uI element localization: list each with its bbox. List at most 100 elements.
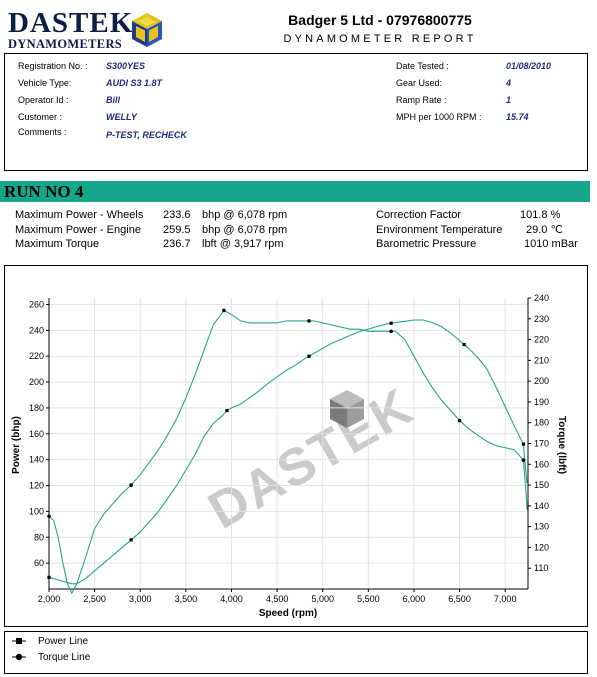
- torque-marker: [389, 329, 393, 334]
- summary-unit-power-wheels: bhp @ 6,078 rpm: [202, 209, 288, 221]
- dastek-watermark: DASTEK: [199, 377, 424, 540]
- info-value-operator: Bill: [106, 95, 121, 105]
- power-marker: [307, 354, 311, 358]
- y2-tick-label: 170: [534, 439, 549, 449]
- power-line: [48, 319, 528, 585]
- y-tick-label: 240: [29, 325, 44, 335]
- y2-tick-label: 150: [534, 480, 549, 490]
- legend-torque-label: Torque Line: [38, 652, 91, 663]
- logo-tagline: DYNAMOMETERS: [8, 37, 123, 51]
- torque-marker: [457, 418, 462, 423]
- torque-marker: [47, 514, 51, 519]
- summary-label-power-wheels: Maximum Power - Wheels: [15, 209, 144, 221]
- x-tick-label: 5,500: [357, 594, 380, 604]
- power-marker: [47, 575, 51, 579]
- y2-tick-label: 160: [534, 459, 549, 469]
- info-value-date: 01/08/2010: [506, 61, 552, 71]
- legend-box: [4, 631, 588, 674]
- summary-label-power-engine: Maximum Power - Engine: [15, 224, 141, 236]
- company-name: Badger 5 Ltd - 07976800775: [288, 12, 472, 28]
- x-tick-label: 5,000: [311, 594, 334, 604]
- torque-marker: [521, 458, 526, 462]
- y2-tick-label: 110: [534, 563, 548, 573]
- power-marker: [225, 408, 229, 413]
- y-tick-label: 160: [29, 429, 44, 439]
- watermark-text: DASTEK: [199, 377, 424, 540]
- vehicle-info-box: [4, 53, 588, 171]
- y2-tick-label: 220: [534, 335, 549, 345]
- x-tick-label: 7,000: [494, 594, 517, 604]
- x-tick-label: 4,000: [220, 594, 243, 604]
- y2-tick-label: 230: [534, 314, 549, 324]
- chart-frame: [4, 265, 588, 627]
- watermark-cube-icon: [330, 390, 364, 428]
- info-value-registration: S300YES: [106, 61, 146, 71]
- y-tick-label: 100: [29, 506, 44, 516]
- info-label-registration: Registration No. :: [18, 61, 88, 71]
- summary-value-pressure: 1010 mBar: [524, 238, 578, 250]
- info-value-comments: P-TEST, RECHECK: [106, 130, 187, 140]
- summary-label-pressure: Barometric Pressure: [376, 238, 477, 250]
- info-value-ramp: 1: [506, 95, 512, 105]
- x-tick-label: 4,500: [266, 594, 289, 604]
- y-tick-label: 60: [34, 558, 44, 568]
- report-title: DYNAMOMETER REPORT: [283, 33, 477, 45]
- summary-label-correction: Correction Factor: [376, 209, 461, 221]
- summary-unit-power-engine: bhp @ 6,078 rpm: [202, 224, 288, 236]
- legend-power-marker-icon: [16, 638, 22, 644]
- y2-tick-label: 240: [534, 293, 549, 303]
- y-tick-label: 220: [29, 351, 44, 361]
- y2-tick-label: 210: [534, 355, 549, 365]
- torque-marker: [222, 308, 226, 313]
- info-value-gear: 4: [506, 78, 512, 88]
- power-marker: [462, 342, 466, 347]
- info-label-vehicle: Vehicle Type:: [18, 78, 72, 88]
- summary-value-temperature: 29.0 ℃: [526, 224, 563, 236]
- dastek-logo: DASTEK DYNAMOMETERS: [8, 7, 134, 52]
- y-tick-label: 200: [29, 377, 44, 387]
- legend-power-label: Power Line: [38, 636, 89, 647]
- summary-value-correction: 101.8 %: [520, 209, 561, 221]
- x-tick-label: 2,500: [83, 594, 106, 604]
- y-tick-label: 80: [34, 532, 44, 542]
- x-tick-label: 3,500: [175, 594, 198, 604]
- info-label-date: Date Tested :: [396, 61, 449, 71]
- summary-value-power-wheels: 233.6: [163, 209, 191, 221]
- y2-tick-label: 190: [534, 397, 549, 407]
- info-label-customer: Customer :: [18, 112, 63, 122]
- summary-label-torque: Maximum Torque: [15, 238, 100, 250]
- y-tick-label: 180: [29, 403, 44, 413]
- info-label-comments: Comments :: [18, 127, 67, 137]
- power-marker: [521, 442, 526, 446]
- torque-marker: [129, 483, 133, 487]
- summary-unit-torque: lbft @ 3,917 rpm: [202, 238, 284, 250]
- info-label-operator: Operator Id :: [18, 95, 69, 105]
- y-axis-label: Power (bhp): [11, 416, 22, 474]
- info-value-mph: 15.74: [506, 112, 529, 122]
- y-tick-label: 140: [29, 455, 44, 465]
- y-tick-label: 260: [29, 299, 44, 309]
- torque-marker: [307, 319, 311, 323]
- legend-markers: [12, 638, 26, 661]
- y2-tick-label: 140: [534, 501, 549, 511]
- run-title-bar: RUN NO 4: [0, 181, 590, 202]
- x-tick-label: 6,000: [403, 594, 426, 604]
- legend-torque-marker-icon: [15, 653, 23, 661]
- y2-tick-label: 120: [534, 542, 549, 552]
- y2-tick-label: 130: [534, 522, 549, 532]
- info-label-ramp: Ramp Rate :: [396, 95, 447, 105]
- logo-cube-icon: [132, 13, 162, 47]
- y2-tick-label: 200: [534, 376, 549, 386]
- info-value-vehicle: AUDI S3 1.8T: [106, 78, 163, 88]
- info-label-mph: MPH per 1000 RPM :: [396, 112, 482, 122]
- power-marker: [389, 321, 393, 325]
- logo-wordmark: DASTEK: [8, 7, 134, 39]
- info-label-gear: Gear Used:: [396, 78, 443, 88]
- y2-axis-label: Torque (lbft): [556, 416, 567, 474]
- summary-value-torque: 236.7: [163, 238, 191, 250]
- power-marker: [129, 538, 133, 542]
- run-title: RUN NO 4: [4, 182, 84, 201]
- x-tick-label: 6,500: [448, 594, 471, 604]
- torque-line: [48, 309, 528, 595]
